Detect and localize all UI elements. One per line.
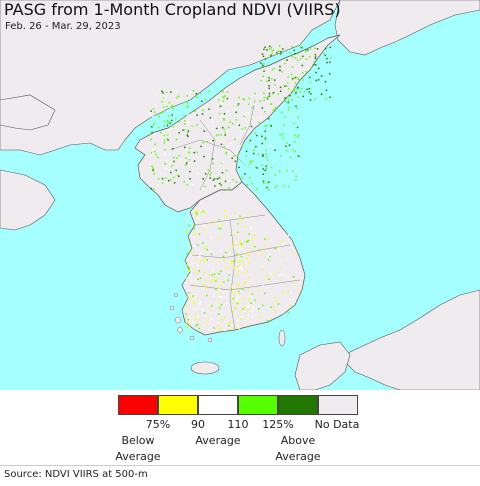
legend-tick-110: 110: [227, 418, 249, 431]
legend-swatch-below: [118, 395, 158, 415]
japan-kyushu: [294, 341, 351, 390]
legend-below-average: Below Average: [115, 434, 161, 463]
source-footer: Source: NDVI VIIRS at 500-m: [0, 465, 480, 486]
legend-swatch-110-125: [238, 395, 278, 415]
legend-swatch-75-90: [158, 395, 198, 415]
map-title: PASG from 1-Month Cropland NDVI (VIIRS): [4, 0, 341, 19]
legend-swatch-above: [278, 395, 318, 415]
mainland-china: [0, 0, 341, 156]
province-borders: [169, 99, 301, 331]
legend-tick-90: 90: [191, 418, 205, 431]
tsushima-island: [278, 329, 286, 347]
russia-coast: [334, 0, 480, 56]
japan-honshu: [344, 289, 480, 390]
legend: 75% 90 110 125% No Data Below Average Av…: [0, 390, 480, 465]
map-date-range: Feb. 26 - Mar. 29, 2023: [5, 21, 121, 32]
north-korea: [134, 34, 341, 213]
legend-above-average: Above Average: [275, 434, 321, 463]
legend-swatch-average: [198, 395, 238, 415]
legend-swatch-no-data: [318, 395, 358, 415]
jeju-island: [190, 361, 220, 375]
legend-no-data-label: No Data: [314, 418, 360, 431]
source-text: Source: NDVI VIIRS at 500-m: [4, 469, 148, 480]
sw-islands: [169, 293, 213, 343]
ndvi-pixels: [150, 45, 332, 332]
legend-tick-75: 75%: [145, 418, 171, 431]
ndvi-map: [0, 0, 480, 390]
liaodong-peninsula: [0, 94, 56, 131]
legend-tick-125: 125%: [262, 418, 294, 431]
legend-average: Average: [195, 434, 241, 447]
shandong-coast: [0, 169, 56, 231]
